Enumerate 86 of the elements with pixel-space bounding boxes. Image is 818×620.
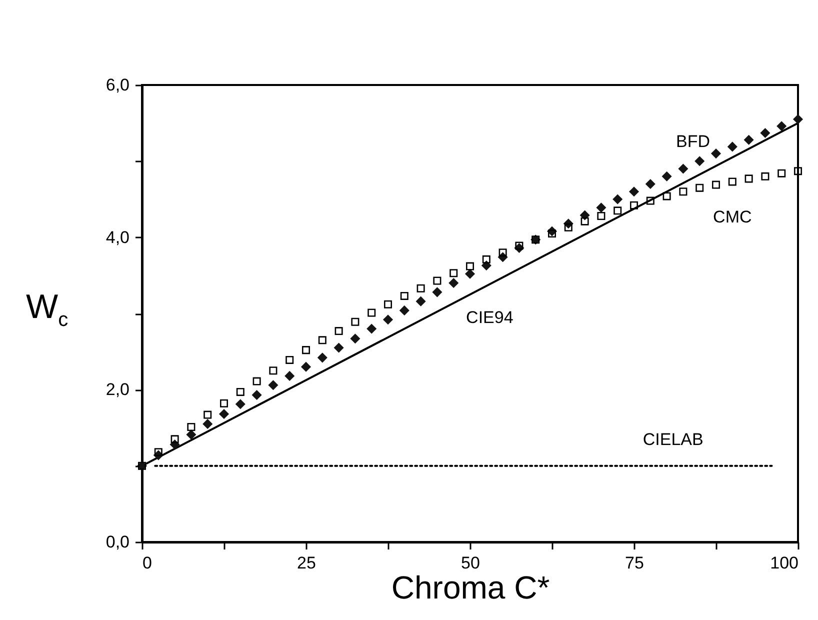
point [727, 142, 738, 152]
point [302, 346, 310, 354]
point [548, 230, 556, 238]
point [482, 255, 490, 264]
y-tick-label: 2,0 [106, 380, 130, 400]
point [614, 206, 622, 215]
point [416, 296, 426, 306]
point [351, 318, 360, 326]
point [317, 352, 328, 363]
point [580, 210, 590, 220]
point [564, 223, 572, 232]
y-tick-label: 6,0 [106, 76, 130, 94]
x-tick-label: 50 [461, 554, 480, 572]
point [382, 314, 394, 325]
point [170, 435, 179, 444]
point [202, 418, 213, 429]
point [760, 128, 770, 138]
point [448, 278, 459, 288]
point [728, 178, 736, 186]
point [286, 356, 294, 364]
point [399, 305, 410, 316]
point [744, 134, 754, 145]
point [218, 409, 230, 420]
series-label: CMC [713, 208, 752, 227]
point [334, 327, 343, 336]
point [778, 169, 786, 178]
point [400, 292, 408, 300]
point [678, 164, 688, 174]
y-tick-label: 0,0 [106, 532, 130, 552]
x-tick-label: 75 [625, 554, 644, 572]
point [662, 171, 672, 182]
point [416, 284, 425, 292]
point [300, 362, 312, 372]
point [269, 366, 278, 375]
point [318, 336, 326, 344]
point [679, 188, 688, 196]
point [515, 242, 524, 250]
point [646, 196, 654, 205]
point [252, 390, 262, 400]
point [710, 148, 722, 159]
point [612, 194, 623, 204]
point [252, 377, 261, 386]
point [204, 410, 212, 419]
y-axis-title: W$_{c}$ [26, 288, 68, 333]
point [794, 167, 802, 176]
series-label: CIE94 [466, 308, 514, 328]
point [712, 180, 720, 189]
point [597, 212, 606, 220]
x-axis-title: Chroma C* [391, 570, 550, 606]
point [268, 380, 278, 390]
point [580, 217, 589, 226]
point [498, 248, 507, 257]
point [596, 202, 606, 213]
point [220, 399, 228, 408]
x-tick-label: 100 [770, 554, 798, 572]
series-label: BFD [676, 132, 710, 152]
point [744, 174, 753, 183]
point [154, 448, 162, 456]
series-label: CIELAB [642, 430, 704, 449]
point [776, 121, 787, 132]
point [235, 399, 246, 410]
point [696, 184, 704, 192]
point [792, 114, 804, 124]
point [466, 262, 474, 270]
point [334, 342, 344, 353]
point [236, 388, 244, 396]
point [284, 370, 295, 381]
point [630, 201, 638, 210]
y-tick-label: 4,0 [106, 228, 130, 247]
point [187, 422, 196, 431]
x-tick-label: 0 [142, 554, 152, 572]
point [694, 156, 705, 166]
point [350, 334, 360, 344]
point [450, 269, 458, 278]
point [628, 186, 640, 197]
point [464, 268, 476, 279]
point [186, 430, 196, 440]
point [645, 178, 656, 190]
point [761, 172, 770, 180]
point [433, 276, 442, 285]
point [368, 308, 376, 317]
point [366, 324, 377, 334]
x-tick-label: 25 [297, 554, 316, 572]
point [662, 192, 671, 200]
point [432, 287, 442, 298]
point [384, 300, 392, 308]
